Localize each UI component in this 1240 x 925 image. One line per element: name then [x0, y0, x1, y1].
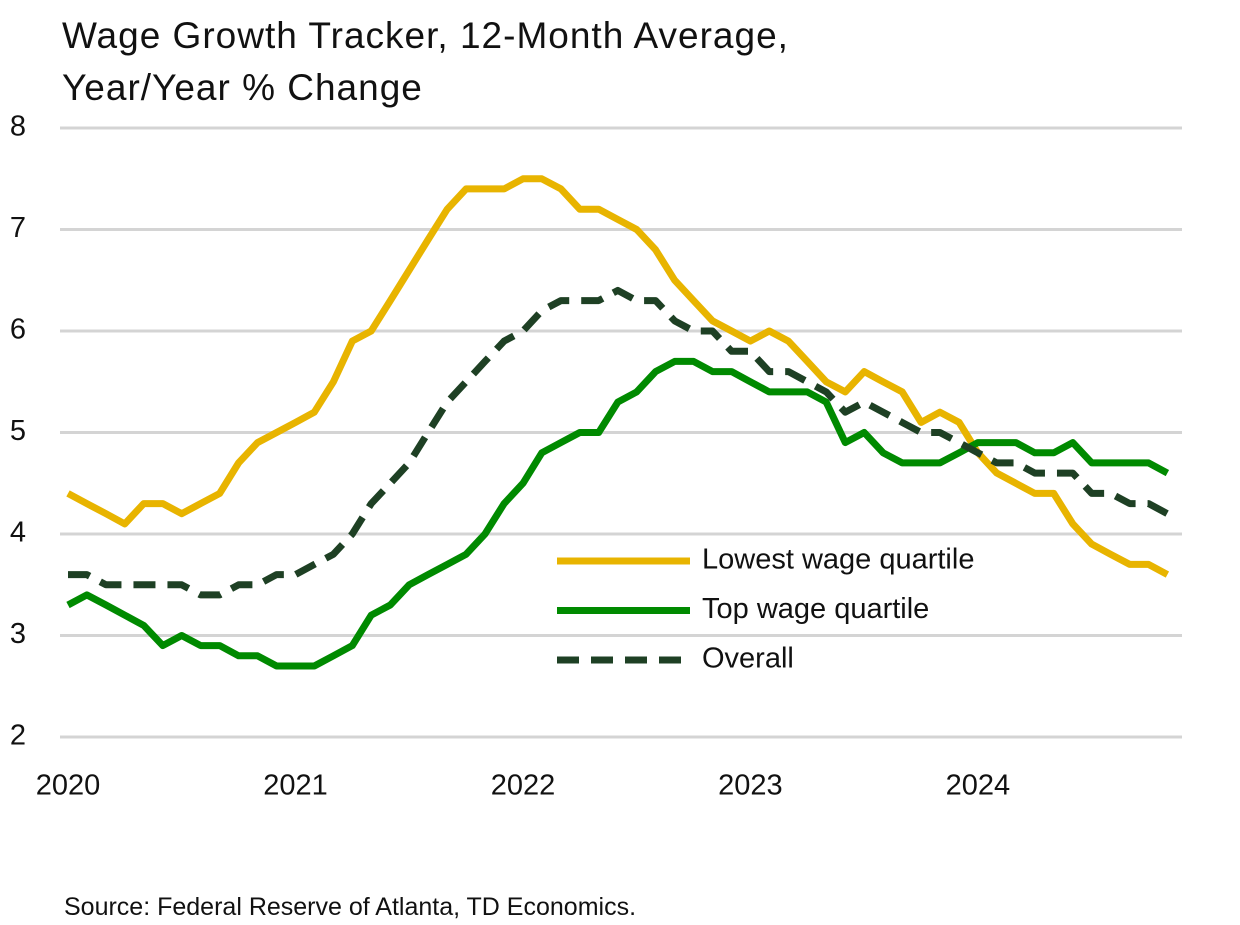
y-tick-label: 3 — [10, 618, 26, 650]
x-tick-label: 2021 — [263, 770, 328, 802]
x-tick-label: 2022 — [491, 770, 556, 802]
legend-label: Overall — [702, 643, 794, 675]
series-line — [68, 286, 1170, 599]
y-tick-label: 2 — [10, 720, 26, 752]
x-tick-label: 2023 — [718, 770, 783, 802]
source-note: Source: Federal Reserve of Atlanta, TD E… — [64, 893, 637, 921]
y-tick-label: 8 — [10, 111, 26, 143]
y-tick-label: 5 — [10, 415, 26, 447]
x-tick-label: 2024 — [946, 770, 1011, 802]
series-line — [66, 175, 1170, 578]
y-tick-label: 6 — [10, 314, 26, 346]
x-tick-label: 2020 — [36, 770, 101, 802]
y-tick-label: 7 — [10, 212, 26, 244]
y-tick-label: 4 — [10, 517, 26, 549]
chart-title: Wage Growth Tracker, 12-Month Average, Y… — [62, 15, 789, 108]
legend-label: Lowest wage quartile — [702, 544, 974, 576]
legend-label: Top wage quartile — [702, 593, 929, 625]
series-line — [66, 357, 1170, 670]
